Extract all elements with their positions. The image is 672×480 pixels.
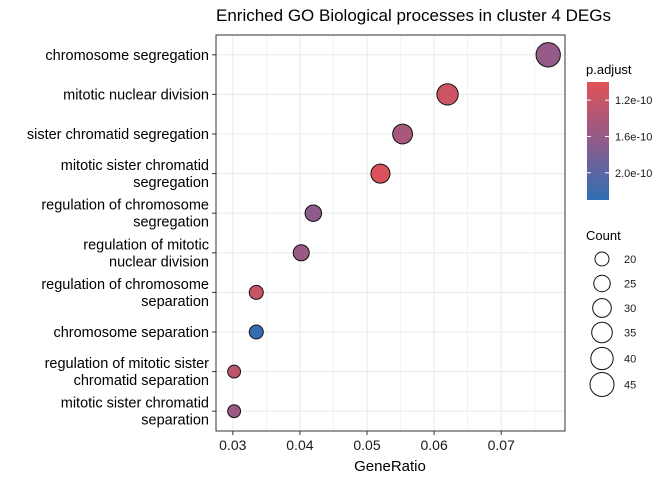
color-legend: p.adjust 1.2e-10 1.6e-10 2.0e-10	[586, 62, 652, 200]
x-axis-title: GeneRatio	[354, 458, 426, 475]
data-point	[436, 83, 459, 106]
x-axis: 0.03 0.04 0.05 0.06 0.07	[219, 431, 515, 453]
data-point	[292, 244, 310, 262]
size-legend-key	[592, 298, 612, 318]
size-legend-label: 40	[624, 354, 636, 366]
size-legend-key	[591, 321, 613, 344]
y-tick-label: regulation of chromosome segregation	[41, 198, 209, 231]
plot-panel	[215, 34, 566, 432]
color-legend-title: p.adjust	[586, 62, 632, 77]
data-point	[370, 163, 391, 184]
size-legend-label: 30	[624, 303, 636, 315]
size-legend: Count 20 25 30 35 40 45	[586, 228, 636, 397]
chart-title: Enriched GO Biological processes in clus…	[216, 6, 611, 25]
color-legend-label: 1.2e-10	[615, 95, 652, 107]
grid	[216, 35, 565, 431]
x-tick-label: 0.05	[353, 437, 380, 453]
x-tick-label: 0.04	[286, 437, 313, 453]
data-point	[392, 123, 414, 145]
size-legend-label: 25	[624, 279, 636, 291]
size-legend-key	[594, 251, 610, 267]
y-axis: chromosome segregation mitotic nuclear di…	[27, 48, 216, 429]
data-point	[535, 42, 561, 68]
y-tick-label: regulation of chromosome separation	[41, 277, 209, 310]
y-tick-label: sister chromatid segregation	[27, 127, 209, 143]
color-legend-bar	[587, 82, 609, 200]
y-tick-label: mitotic sister chromatid separation	[61, 396, 209, 429]
data-point	[227, 404, 242, 419]
y-tick-label: mitotic nuclear division	[63, 87, 209, 103]
size-legend-key	[593, 274, 611, 293]
x-tick-label: 0.03	[219, 437, 246, 453]
y-tick-label: chromosome segregation	[45, 48, 209, 64]
data-point	[248, 324, 264, 340]
y-tick-label: regulation of mitotic sister chromatid se…	[45, 356, 210, 389]
y-tick-label: regulation of mitotic nuclear division	[83, 237, 209, 270]
size-legend-key	[589, 372, 615, 397]
size-legend-label: 20	[624, 254, 636, 266]
y-tick-label: chromosome separation	[53, 325, 209, 341]
x-tick-label: 0.07	[488, 437, 515, 453]
size-legend-label: 45	[624, 380, 636, 392]
size-legend-key	[590, 346, 614, 371]
data-point	[304, 204, 323, 222]
color-legend-label: 2.0e-10	[615, 168, 652, 180]
y-tick-label: mitotic sister chromatid segregation	[61, 158, 209, 191]
data-points	[227, 42, 561, 419]
x-tick-label: 0.06	[421, 437, 448, 453]
data-point	[227, 364, 242, 379]
color-legend-label: 1.6e-10	[615, 131, 652, 143]
size-legend-label: 35	[624, 328, 636, 340]
data-point	[248, 284, 264, 300]
size-legend-title: Count	[586, 228, 621, 243]
